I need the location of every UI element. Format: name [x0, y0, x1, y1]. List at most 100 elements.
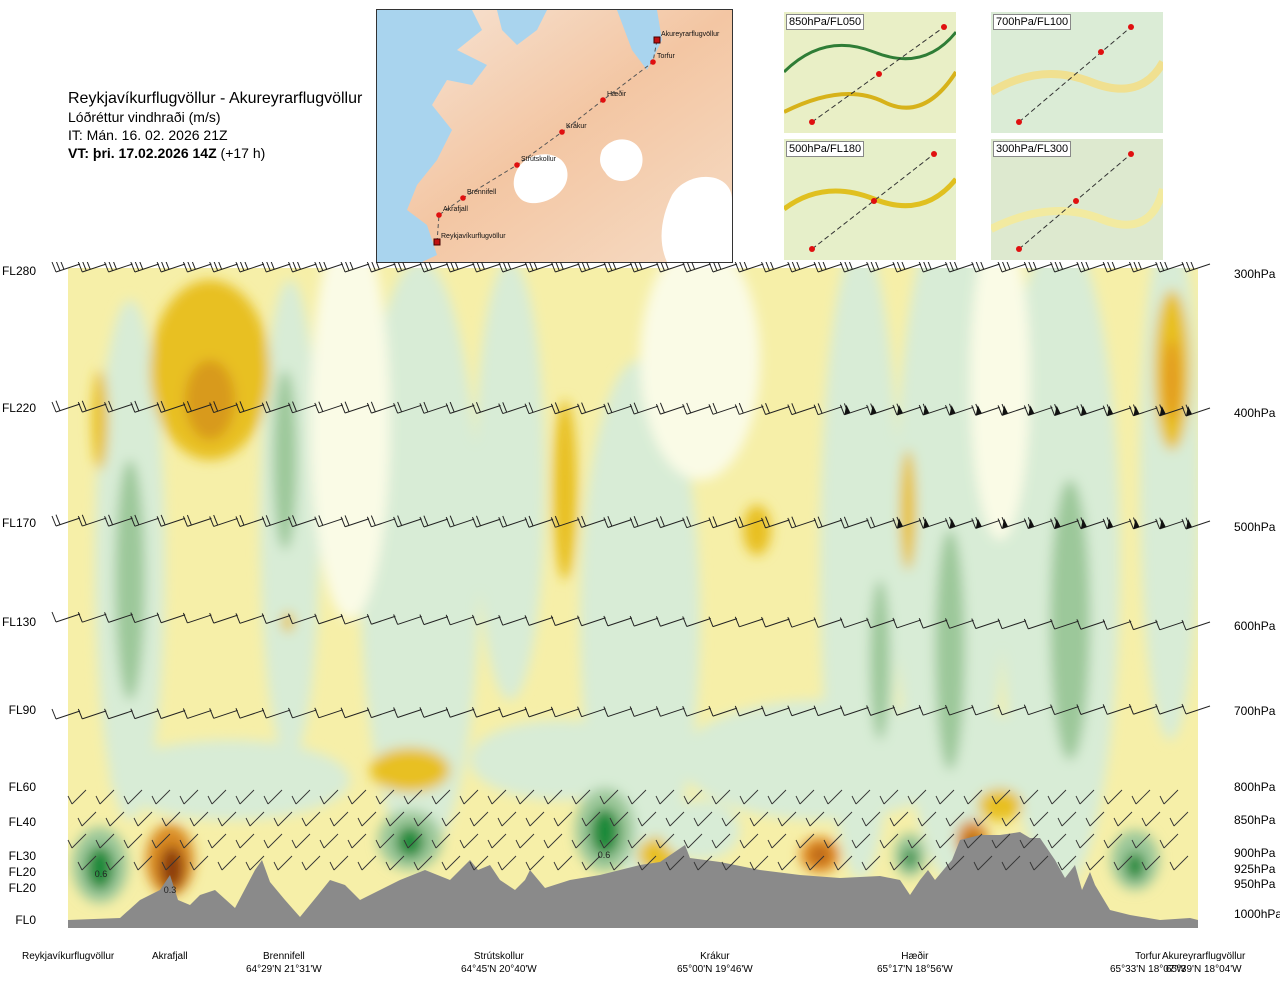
thumb-850[interactable]: 850hPa/FL050: [784, 12, 956, 133]
waypoint-name: Akureyrarflugvöllur: [1162, 951, 1246, 962]
map-waypoint-label: Brennifell: [467, 189, 497, 196]
wind-barb-flag: [1001, 260, 1007, 271]
wind-barb-flag: [1023, 518, 1029, 529]
wind-barb-staff: [781, 855, 797, 871]
wind-barb-staff: [967, 789, 983, 805]
wind-barb-low: [543, 789, 563, 805]
wind-barb: [945, 704, 974, 716]
thumb-700-svg: [991, 12, 1163, 133]
wind-barb-pennant: [1107, 405, 1114, 416]
wind-barb-low: [403, 789, 423, 805]
wind-barb: [550, 615, 580, 627]
wind-barb-staff: [333, 855, 349, 871]
wind-barb-low: [207, 833, 227, 849]
wind-barb-low: [693, 811, 713, 827]
wind-barb: [892, 516, 922, 529]
wind-barb-flag: [1181, 405, 1187, 417]
wind-barb-flag: [1085, 817, 1091, 827]
wind-barb-flag: [817, 516, 823, 527]
wind-barb-flag: [609, 817, 615, 827]
thumb-700-label: 700hPa/FL100: [993, 14, 1072, 30]
wind-barb-staff: [82, 710, 107, 720]
wind-barb: [340, 401, 370, 414]
wind-barb-flag: [459, 795, 465, 805]
wind-barb-flag: [472, 403, 477, 414]
wind-barb-flag: [423, 401, 429, 413]
wind-barb-flag: [1076, 619, 1082, 630]
wind-barb: [1076, 704, 1106, 715]
wind-barb-low: [459, 789, 479, 805]
wind-barb-flag: [734, 616, 740, 628]
wind-barb-flag: [288, 516, 293, 527]
thumb-300[interactable]: 300hPa/FL300: [991, 139, 1163, 260]
wind-barb-staff: [660, 707, 685, 717]
wind-barb-staff: [55, 613, 81, 623]
wind-barb-staff: [547, 789, 563, 805]
downdraft-core: [811, 846, 829, 864]
wind-barb-flag: [1075, 839, 1081, 849]
wind-barb-staff: [771, 833, 787, 849]
wind-barb-low: [907, 789, 927, 805]
wind-barb-flag: [711, 795, 717, 805]
wind-barb-low: [739, 789, 759, 805]
wind-barb-flag: [1189, 259, 1195, 270]
wind-barb-flag: [292, 260, 297, 271]
map-waypoint-marker: [559, 129, 565, 135]
wind-barb: [77, 259, 107, 273]
wind-barb-low: [347, 833, 367, 849]
wind-barb-flag: [861, 861, 867, 871]
wind-barb-flag: [449, 515, 455, 526]
wind-barb-flag: [633, 260, 639, 271]
wind-barb-staff: [473, 855, 489, 871]
wind-barb-low: [833, 811, 853, 827]
thumb-500[interactable]: 500hPa/FL180: [784, 139, 956, 260]
wind-barb-flag: [655, 261, 661, 273]
wind-barb-flag: [1159, 839, 1165, 849]
wind-barb: [629, 615, 659, 627]
wind-barb-staff: [837, 855, 853, 871]
wind-barb-staff: [949, 706, 974, 716]
wind-barb-staff: [277, 855, 293, 871]
wind-barb-flag: [340, 261, 346, 273]
wind-barb-flag: [787, 617, 793, 628]
wind-barb: [314, 707, 343, 719]
wind-barb-flag: [553, 817, 559, 827]
wind-barb-flag: [761, 404, 766, 415]
wind-barb-flag: [151, 839, 157, 849]
wind-barb-staff: [491, 789, 507, 805]
wind-barb-staff: [417, 855, 433, 871]
wind-barb-flag: [1181, 619, 1187, 631]
wind-barb-flag: [340, 516, 346, 527]
wind-barb-low: [1057, 811, 1077, 827]
wind-barb-flag: [550, 517, 556, 528]
wind-barb-flag: [419, 516, 425, 528]
wind-barb-flag: [263, 795, 269, 805]
wind-barb-flag: [571, 839, 577, 849]
wind-barb-flag: [629, 261, 635, 273]
wind-barb-low: [553, 855, 573, 871]
wind-barb-low: [777, 811, 797, 827]
wind-barb-pennant: [1186, 519, 1192, 529]
wind-barb-flag: [633, 402, 639, 413]
wind-barb-flag: [945, 404, 950, 416]
wind-barb-low: [637, 811, 657, 827]
fl-label-3: FL130: [1, 615, 36, 629]
wind-barb: [839, 403, 869, 416]
wind-barb-low: [711, 833, 731, 849]
waypoint-name: Krákur: [700, 951, 730, 962]
wind-barb-flag: [1113, 817, 1119, 827]
wind-barb-flag: [524, 706, 530, 718]
wind-barb-flag: [524, 261, 530, 273]
wind-barb-staff: [193, 811, 209, 827]
wind-barb-flag: [1047, 839, 1053, 849]
wind-barb-staff: [725, 855, 741, 871]
wind-barb-flag: [403, 795, 409, 805]
wind-barb-flag: [123, 839, 129, 849]
thumb-700[interactable]: 700hPa/FL100: [991, 12, 1163, 133]
wind-barb-staff: [686, 617, 711, 627]
wind-barb-flag: [515, 839, 521, 849]
wind-barb: [550, 706, 580, 718]
wind-barb-staff: [633, 617, 659, 627]
wind-barb-staff: [435, 833, 451, 849]
wind-barb-flag: [160, 514, 166, 526]
